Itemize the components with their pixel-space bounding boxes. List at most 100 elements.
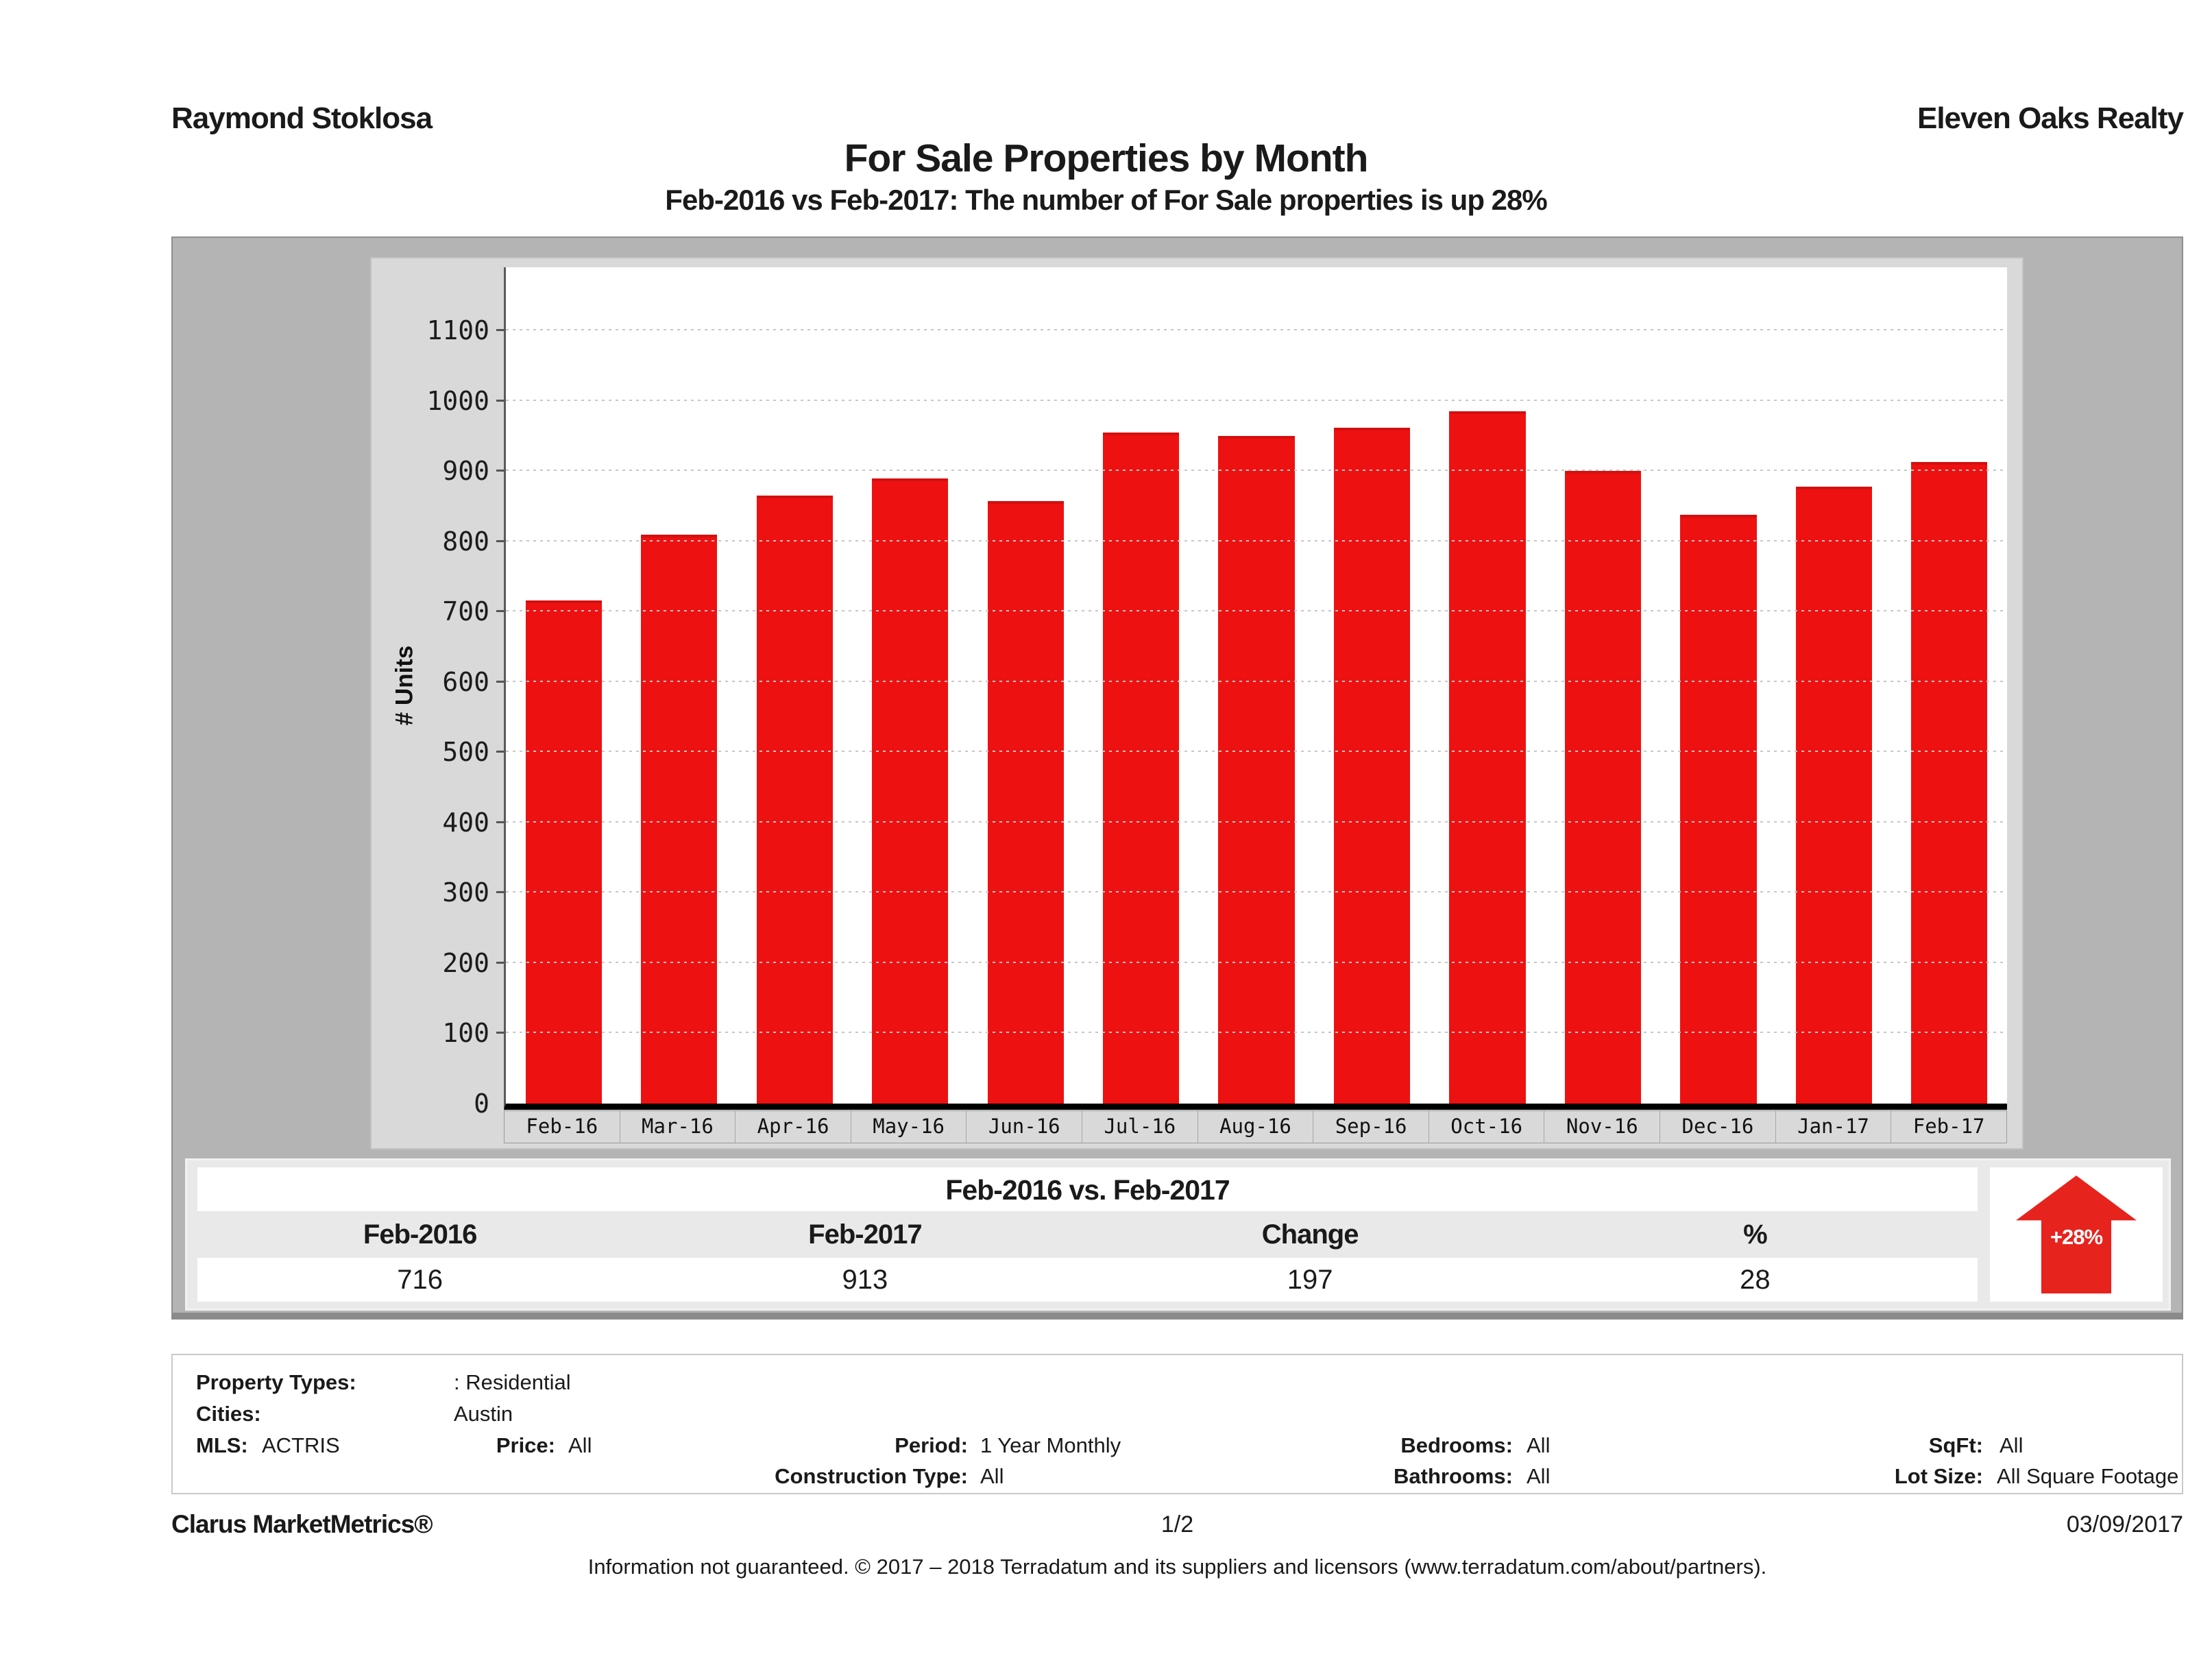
x-axis-label-Feb-17: Feb-17 (1891, 1111, 2006, 1143)
comparison-value-Change: 197 (1287, 1264, 1333, 1295)
gridline-500 (506, 751, 2007, 753)
y-axis-label-100: 100 (442, 1018, 489, 1049)
construction-value: All (980, 1464, 1004, 1488)
footer-page-number: 1/2 (1160, 1511, 1194, 1537)
chart-panel: # Units 0 100 200 300 400 500 600 700 800 900 1000… (171, 236, 2183, 1320)
comparison-header-Change: Change (1261, 1219, 1359, 1250)
chart-inner-panel: # Units 0 100 200 300 400 500 600 700 800 900 1000… (370, 257, 2023, 1150)
bar-Feb-16 (525, 600, 602, 1104)
cities-value: Austin (454, 1402, 513, 1426)
bar-May-16 (872, 478, 949, 1104)
page-title: For Sale Properties by Month (844, 136, 1369, 180)
lot-size-label: Lot Size: (1894, 1464, 1983, 1488)
gridline-200 (506, 961, 2007, 963)
y-tick-800 (496, 539, 505, 542)
bar-slot-Dec-16 (1661, 267, 1776, 1104)
comparison-header-Feb-2017: Feb-2017 (808, 1219, 922, 1250)
x-axis-label-Mar-16: Mar-16 (619, 1111, 736, 1143)
y-axis-label-0: 0 (474, 1089, 489, 1119)
comparison-value-Feb-2016: 716 (397, 1264, 443, 1295)
x-axis-label-Apr-16: Apr-16 (735, 1111, 851, 1143)
x-axis-label-Jun-16: Jun-16 (966, 1111, 1082, 1143)
comparison-table: Feb-2016 vs. Feb-2017 Feb-2016 Feb-2017 Ch… (197, 1167, 1978, 1302)
x-axis-labels: Feb-16 Mar-16 Apr-16 May-16 Jun-16 Jul-16 Aug-… (504, 1110, 2007, 1143)
bedrooms-value: All (1527, 1433, 1551, 1457)
change-percent-label: +28% (2050, 1225, 2103, 1249)
bar-Sep-16 (1333, 427, 1411, 1104)
bedrooms-label: Bedrooms: (1400, 1433, 1513, 1457)
y-axis-labels: 0 100 200 300 400 500 600 700 800 900 1000 1100 (372, 267, 499, 1117)
y-axis-label-700: 700 (442, 596, 489, 627)
y-tick-400 (496, 820, 505, 823)
property-types-label: Property Types: (196, 1370, 356, 1394)
gridline-1000 (506, 399, 2007, 401)
period-label: Period: (895, 1433, 968, 1457)
bar-Aug-16 (1218, 436, 1295, 1104)
bar-slot-Feb-16 (506, 267, 621, 1104)
x-axis-label-Oct-16: Oct-16 (1428, 1111, 1544, 1143)
y-tick-700 (496, 610, 505, 613)
comparison-table-header-row: Feb-2016 Feb-2017 Change% (197, 1211, 1978, 1258)
company-name: Eleven Oaks Realty (1917, 101, 2184, 135)
x-axis-label-Sep-16: Sep-16 (1313, 1111, 1429, 1143)
agent-name: Raymond Stoklosa (171, 101, 433, 135)
up-arrow-icon: +28% (2016, 1176, 2137, 1293)
comparison-value-Feb-2017: 913 (842, 1264, 888, 1295)
bar-slot-Aug-16 (1199, 267, 1314, 1104)
sqft-label: SqFt: (1928, 1433, 1983, 1457)
property-types-value: : Residential (454, 1370, 571, 1394)
comparison-band: Feb-2016 vs. Feb-2017 Feb-2016 Feb-2017 Ch… (185, 1158, 2171, 1311)
price-label-wrap: Price: (496, 1432, 555, 1459)
bar-slot-Jul-16 (1083, 267, 1198, 1104)
cities-label: Cities: (196, 1402, 261, 1426)
bar-Apr-16 (756, 496, 833, 1104)
bar-Mar-16 (641, 534, 718, 1104)
gridline-1100 (506, 329, 2007, 331)
bar-slot-Sep-16 (1314, 267, 1429, 1104)
sqft-value: All (2000, 1433, 2023, 1457)
bathrooms-value: All (1527, 1464, 1551, 1488)
y-tick-500 (496, 751, 505, 753)
bar-Oct-16 (1449, 411, 1526, 1104)
bar-slot-Feb-17 (1892, 267, 2007, 1104)
bar-slot-Jan-17 (1776, 267, 1891, 1104)
lot-size-label-wrap: Lot Size: (1895, 1463, 1983, 1490)
bar-Dec-16 (1680, 514, 1757, 1104)
bar-Nov-16 (1564, 471, 1642, 1104)
period-value: 1 Year Monthly (980, 1433, 1121, 1457)
comparison-table-title: Feb-2016 vs. Feb-2017 (197, 1167, 1978, 1211)
bedrooms-label-wrap: Bedrooms: (1400, 1432, 1513, 1459)
period-label-wrap: Period: (895, 1432, 968, 1459)
bar-Jun-16 (987, 501, 1064, 1104)
bar-slot-Nov-16 (1545, 267, 1660, 1104)
x-axis-label-Dec-16: Dec-16 (1660, 1111, 1775, 1143)
bar-Feb-17 (1911, 461, 1988, 1104)
gridline-300 (506, 891, 2007, 893)
gridline-600 (506, 680, 2007, 682)
bar-slot-Apr-16 (737, 267, 852, 1104)
gridline-900 (506, 470, 2007, 472)
construction-label-wrap: Construction Type: (775, 1463, 968, 1490)
mls-label-wrap: MLS: (196, 1432, 248, 1459)
footer-date: 03/09/2017 (2066, 1511, 2183, 1537)
x-axis-label-Aug-16: Aug-16 (1197, 1111, 1313, 1143)
gridline-100 (506, 1032, 2007, 1034)
bathrooms-label-wrap: Bathrooms: (1394, 1463, 1513, 1490)
x-axis-label-Jul-16: Jul-16 (1082, 1111, 1198, 1143)
mls-value: ACTRIS (262, 1433, 340, 1457)
price-label: Price: (496, 1433, 555, 1457)
bar-slot-Oct-16 (1430, 267, 1545, 1104)
bar-slot-Jun-16 (968, 267, 1083, 1104)
construction-type-label: Construction Type: (775, 1464, 968, 1488)
y-axis-label-1000: 1000 (426, 385, 489, 416)
page-subtitle: Feb-2016 vs Feb-2017: The number of For … (665, 184, 1547, 216)
cities-row: Cities: (196, 1400, 261, 1428)
x-axis-label-Jan-17: Jan-17 (1775, 1111, 1891, 1143)
report-criteria-box: Property Types: : Residential Cities: Au… (171, 1354, 2183, 1494)
y-axis-label-500: 500 (442, 737, 489, 768)
plot-area (496, 267, 2007, 1110)
comparison-table-value-row: 716 913 197 28 (197, 1258, 1978, 1302)
comparison-value-%: 28 (1740, 1264, 1771, 1295)
property-types-row: Property Types: (196, 1369, 356, 1396)
comparison-header-Feb-2016: Feb-2016 (363, 1219, 477, 1250)
